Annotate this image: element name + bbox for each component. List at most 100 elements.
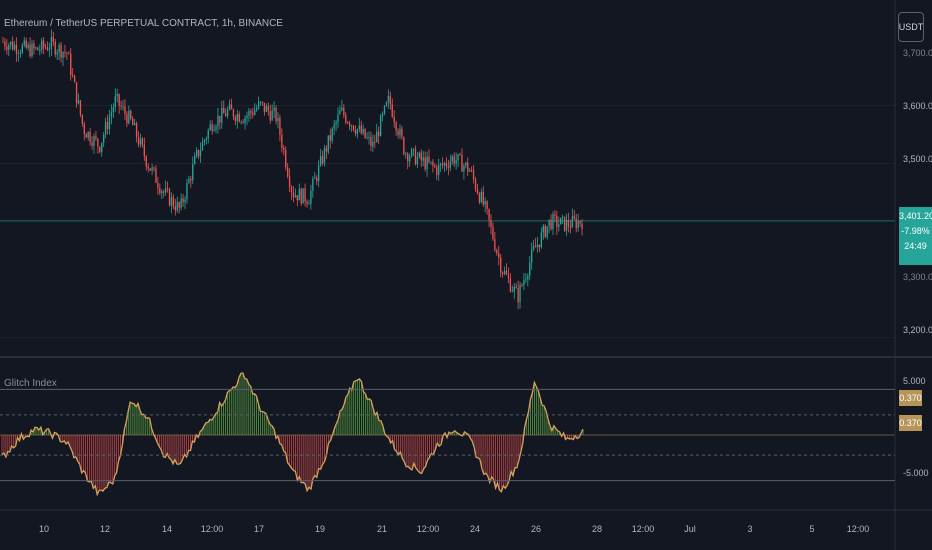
- candle-body: [62, 51, 64, 58]
- candle-body: [269, 111, 271, 121]
- candle-body: [558, 224, 560, 227]
- candle-body: [97, 138, 99, 147]
- candle-body: [271, 110, 273, 121]
- candle-body: [455, 160, 457, 164]
- candle-body: [72, 74, 74, 76]
- time-axis-label: 3: [747, 524, 753, 534]
- candle-body: [19, 52, 22, 54]
- candle-body: [257, 102, 260, 109]
- price-axis-label: 3,700.00: [903, 48, 932, 58]
- candle-body: [379, 116, 382, 137]
- candle-body: [292, 192, 295, 198]
- candle-body: [184, 199, 186, 203]
- candle-body: [256, 108, 258, 111]
- candle-body: [54, 41, 56, 55]
- candle-body: [348, 122, 351, 127]
- candle-body: [174, 206, 176, 211]
- candle-body: [362, 128, 364, 134]
- candle-body: [52, 36, 54, 42]
- candle-body: [523, 280, 525, 286]
- candle-body: [170, 197, 173, 206]
- candle-body: [310, 190, 312, 204]
- candle-body: [215, 126, 217, 130]
- candle-body: [70, 53, 72, 75]
- candle-body: [453, 156, 455, 164]
- candle-body: [195, 149, 198, 156]
- candle-body: [132, 118, 134, 126]
- candle-body: [538, 244, 541, 248]
- candle-body: [393, 116, 395, 123]
- candle-body: [573, 216, 575, 219]
- candle-body: [238, 114, 240, 122]
- candle-body: [265, 106, 268, 112]
- candle-body: [83, 124, 85, 135]
- candle-body: [306, 201, 308, 204]
- candle-body: [354, 130, 357, 134]
- candle-body: [480, 191, 482, 203]
- candle-body: [397, 130, 399, 136]
- candle-body: [358, 125, 360, 130]
- candle-body: [494, 239, 496, 251]
- candle-body: [544, 225, 546, 237]
- candle-body: [424, 157, 426, 170]
- candle-body: [327, 135, 329, 152]
- candle-body: [232, 109, 235, 118]
- candle-body: [41, 40, 43, 51]
- candle-body: [172, 197, 175, 207]
- candle-body: [275, 107, 277, 122]
- price-axis-label: 3,600.00: [903, 101, 932, 111]
- indicator-value-tag: 0.370: [899, 390, 922, 406]
- indicator-title[interactable]: Glitch Index: [4, 378, 57, 389]
- candle-body: [511, 291, 513, 292]
- candle-body: [316, 177, 318, 181]
- candle-body: [234, 117, 237, 122]
- candle-body: [482, 191, 484, 205]
- candle-body: [39, 50, 41, 51]
- candle-body: [532, 246, 535, 250]
- candle-body: [356, 129, 359, 134]
- candle-body: [226, 109, 229, 117]
- time-axis-label: 14: [161, 524, 173, 534]
- candle-body: [66, 52, 68, 54]
- candle-body: [430, 161, 432, 163]
- candle-body: [101, 142, 103, 152]
- candle-body: [347, 122, 349, 124]
- candle-body: [561, 216, 564, 218]
- time-axis-label: 5: [809, 524, 815, 534]
- candle-body: [194, 155, 196, 165]
- candle-body: [77, 100, 80, 104]
- candle-body: [27, 44, 29, 48]
- candlestick-series: [2, 29, 583, 310]
- candle-body: [317, 165, 320, 181]
- time-axis-label: 26: [530, 524, 542, 534]
- candle-body: [50, 36, 53, 49]
- candle-body: [126, 114, 128, 124]
- candle-body: [281, 134, 283, 148]
- candle-body: [581, 223, 583, 229]
- candle-body: [434, 165, 436, 167]
- candle-body: [459, 154, 461, 155]
- candle-body: [42, 40, 45, 48]
- time-axis-label: 24: [469, 524, 481, 534]
- candle-body: [128, 110, 130, 124]
- candle-body: [443, 162, 446, 166]
- candle-body: [550, 219, 552, 230]
- candle-body: [490, 219, 492, 227]
- candle-body: [10, 41, 12, 46]
- candle-body: [8, 45, 10, 50]
- glitch-index-series: [0, 372, 895, 497]
- candle-body: [331, 128, 333, 141]
- candle-body: [542, 225, 544, 233]
- candle-body: [164, 188, 167, 193]
- candle-body: [563, 216, 566, 231]
- candle-body: [248, 110, 250, 116]
- candle-body: [374, 141, 376, 143]
- price-axis-label: 3,500.00: [903, 154, 932, 164]
- candle-body: [410, 149, 413, 157]
- candle-body: [529, 262, 531, 276]
- currency-button[interactable]: USDT: [898, 12, 924, 42]
- candle-body: [554, 214, 556, 216]
- chart-grid: [0, 104, 895, 339]
